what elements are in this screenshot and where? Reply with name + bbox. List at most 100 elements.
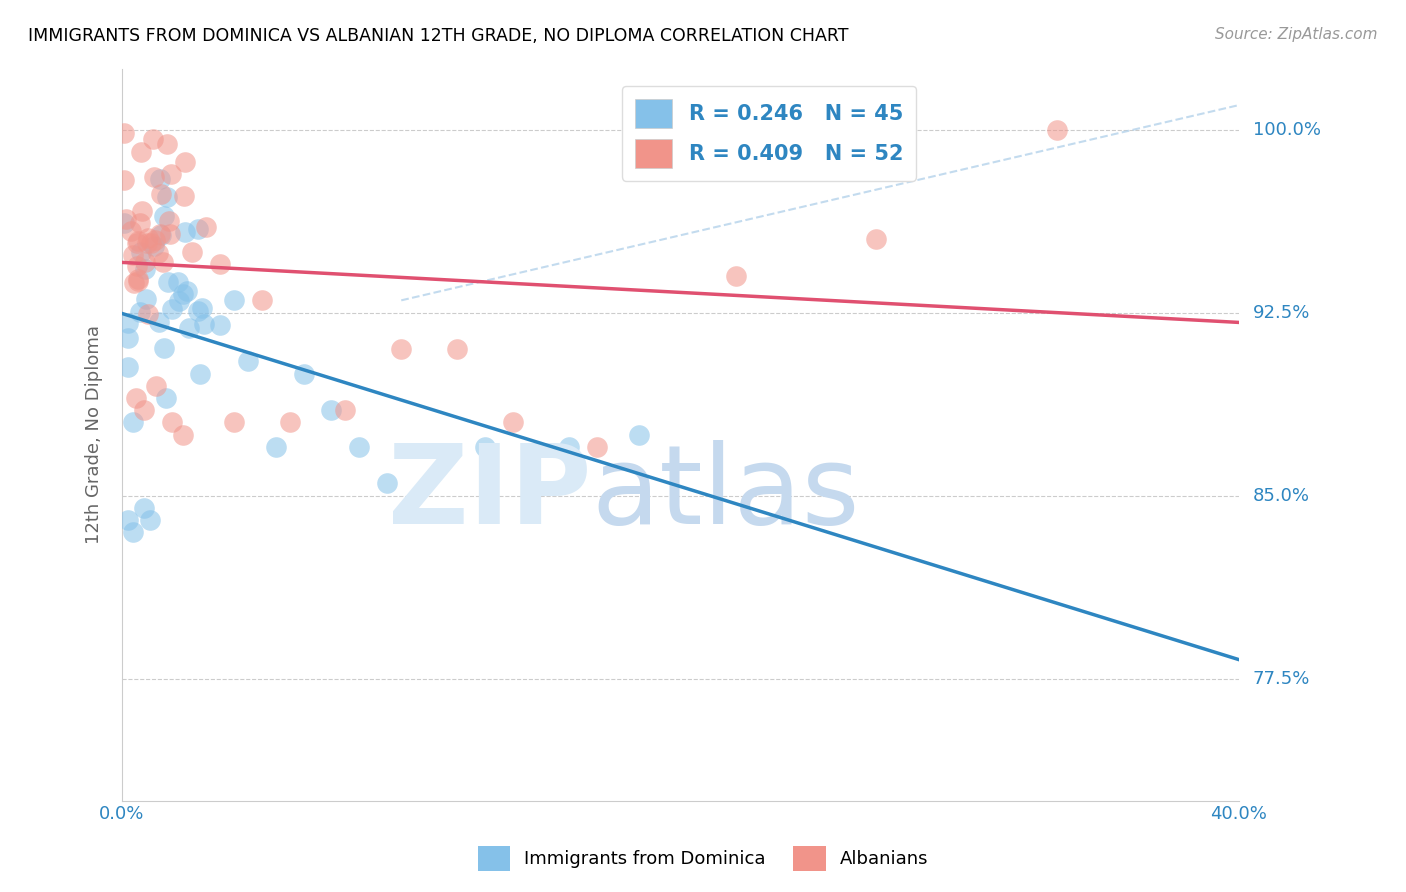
Text: 85.0%: 85.0% — [1253, 486, 1310, 505]
Point — [292, 367, 315, 381]
Point — [335, 403, 357, 417]
Point — [389, 342, 412, 356]
Point — [160, 168, 183, 182]
Point — [146, 246, 169, 260]
Point — [148, 315, 170, 329]
Point — [278, 416, 301, 430]
Point — [131, 245, 153, 260]
Point — [129, 216, 152, 230]
Point — [145, 378, 167, 392]
Text: 92.5%: 92.5% — [1253, 303, 1310, 321]
Text: 100.0%: 100.0% — [1253, 120, 1320, 138]
Text: IMMIGRANTS FROM DOMINICA VS ALBANIAN 12TH GRADE, NO DIPLOMA CORRELATION CHART: IMMIGRANTS FROM DOMINICA VS ALBANIAN 12T… — [28, 27, 849, 45]
Y-axis label: 12th Grade, No Diploma: 12th Grade, No Diploma — [86, 325, 103, 544]
Point — [117, 331, 139, 345]
Text: ZIP: ZIP — [388, 440, 591, 547]
Point — [725, 268, 748, 283]
Point — [172, 427, 194, 442]
Point — [114, 212, 136, 227]
Point — [208, 318, 231, 332]
Point — [250, 293, 273, 308]
Point — [236, 354, 259, 368]
Point — [865, 232, 887, 246]
Point — [125, 259, 148, 273]
Point — [122, 525, 145, 540]
Point — [142, 132, 165, 146]
Point — [153, 341, 176, 355]
Point — [131, 145, 153, 160]
Point — [117, 513, 139, 527]
Point — [134, 500, 156, 515]
Text: 77.5%: 77.5% — [1253, 670, 1310, 688]
Point — [193, 317, 215, 331]
Point — [349, 440, 371, 454]
Point — [150, 187, 173, 202]
Point — [136, 236, 159, 251]
Point — [162, 416, 184, 430]
Point — [558, 440, 581, 454]
Legend: R = 0.246   N = 45, R = 0.409   N = 52: R = 0.246 N = 45, R = 0.409 N = 52 — [621, 87, 915, 181]
Point — [174, 225, 197, 239]
Point — [1046, 122, 1069, 136]
Point — [112, 216, 135, 230]
Point — [122, 248, 145, 262]
Point — [120, 224, 142, 238]
Point — [117, 316, 139, 330]
Point — [134, 403, 156, 417]
Text: atlas: atlas — [591, 440, 859, 547]
Point — [142, 239, 165, 253]
Point — [172, 287, 194, 301]
Point — [222, 416, 245, 430]
Point — [122, 277, 145, 291]
Point — [188, 367, 211, 381]
Point — [156, 275, 179, 289]
Point — [127, 234, 149, 248]
Point — [180, 244, 202, 259]
Point — [156, 136, 179, 151]
Legend: Immigrants from Dominica, Albanians: Immigrants from Dominica, Albanians — [470, 838, 936, 879]
Point — [208, 257, 231, 271]
Point — [187, 304, 209, 318]
Point — [173, 154, 195, 169]
Point — [112, 126, 135, 140]
Point — [155, 391, 177, 405]
Point — [157, 213, 180, 227]
Point — [176, 284, 198, 298]
Text: Source: ZipAtlas.com: Source: ZipAtlas.com — [1215, 27, 1378, 42]
Point — [134, 255, 156, 269]
Point — [321, 403, 343, 417]
Point — [162, 301, 184, 316]
Point — [136, 231, 159, 245]
Point — [131, 204, 153, 219]
Point — [143, 234, 166, 248]
Point — [117, 360, 139, 375]
Point — [139, 235, 162, 250]
Point — [179, 320, 201, 334]
Point — [142, 170, 165, 185]
Point — [627, 427, 650, 442]
Point — [149, 227, 172, 242]
Point — [129, 304, 152, 318]
Point — [156, 190, 179, 204]
Point — [153, 209, 176, 223]
Point — [194, 220, 217, 235]
Point — [152, 255, 174, 269]
Point — [190, 301, 212, 315]
Point — [375, 476, 398, 491]
Point — [159, 227, 181, 241]
Point — [136, 307, 159, 321]
Point — [446, 342, 468, 356]
Point — [127, 274, 149, 288]
Point — [502, 416, 524, 430]
Point — [167, 293, 190, 308]
Point — [125, 236, 148, 251]
Point — [125, 391, 148, 405]
Point — [585, 440, 607, 454]
Point — [149, 172, 172, 186]
Point — [187, 222, 209, 236]
Point — [264, 440, 287, 454]
Point — [122, 415, 145, 429]
Point — [127, 272, 149, 286]
Point — [135, 292, 157, 306]
Point — [222, 293, 245, 308]
